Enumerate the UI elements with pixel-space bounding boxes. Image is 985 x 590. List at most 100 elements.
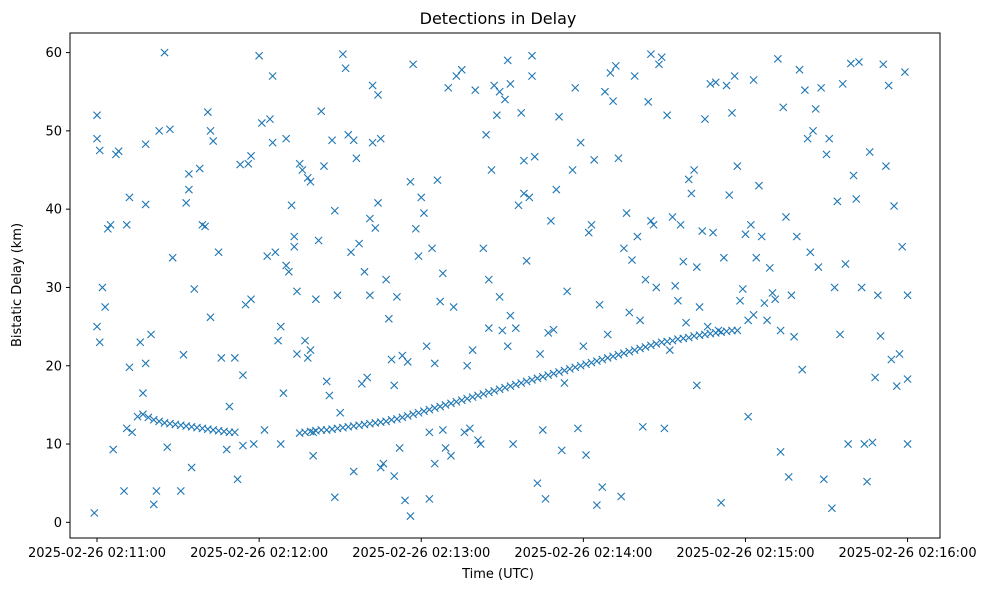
- clutter-point-200: [568, 166, 577, 175]
- clutter-point-30: [163, 443, 172, 452]
- clutter-point-93: [319, 162, 328, 171]
- clutter-point-222: [627, 256, 636, 265]
- clutter-point-312: [857, 283, 866, 292]
- clutter-point-54: [238, 371, 247, 380]
- clutter-point-175: [506, 311, 515, 320]
- clutter-point-148: [438, 425, 447, 434]
- clutter-point-211: [598, 483, 607, 492]
- clutter-point-249: [695, 303, 704, 312]
- clutter-point-48: [217, 353, 226, 362]
- clutter-point-311: [854, 57, 863, 66]
- clutter-point-176: [506, 79, 515, 88]
- clutter-point-171: [498, 326, 507, 335]
- clutter-point-274: [757, 232, 766, 241]
- clutter-point-286: [787, 291, 796, 300]
- clutter-point-110: [360, 267, 369, 276]
- x-tick-label-5: 2025-02-26 02:16:00: [839, 546, 977, 561]
- clutter-point-8: [103, 224, 112, 233]
- track-point-73: [592, 357, 601, 366]
- clutter-point-79: [292, 350, 301, 358]
- clutter-point-240: [673, 296, 682, 305]
- clutter-point-131: [403, 357, 412, 366]
- clutter-point-161: [476, 440, 485, 449]
- track-point-3: [155, 417, 164, 426]
- clutter-point-253: [706, 79, 715, 88]
- clutter-point-149: [441, 443, 450, 452]
- clutter-point-2: [93, 134, 102, 143]
- track-point-56: [501, 383, 509, 392]
- track-point-84: [652, 339, 661, 348]
- track-point-47: [452, 397, 461, 406]
- clutter-point-18: [128, 428, 137, 437]
- track-point-49: [463, 394, 472, 403]
- clutter-point-188: [533, 479, 542, 488]
- clutter-point-74: [282, 261, 291, 270]
- clutter-point-141: [425, 494, 434, 503]
- clutter-point-295: [811, 104, 820, 113]
- clutter-point-238: [668, 213, 677, 221]
- clutter-point-139: [422, 342, 431, 351]
- clutter-point-184: [525, 193, 534, 202]
- clutter-point-46: [209, 137, 218, 146]
- x-tick-label-0: 2025-02-26 02:11:00: [28, 546, 166, 561]
- clutter-point-331: [903, 291, 912, 300]
- clutter-point-324: [890, 202, 899, 211]
- clutter-point-84: [303, 353, 312, 362]
- clutter-point-228: [644, 97, 653, 106]
- clutter-point-180: [517, 108, 526, 117]
- clutter-point-262: [730, 72, 739, 81]
- clutter-point-284: [782, 213, 790, 221]
- clutter-point-245: [687, 189, 696, 198]
- clutter-point-29: [160, 48, 169, 57]
- clutter-point-263: [733, 162, 742, 171]
- track-point-2: [149, 415, 158, 424]
- clutter-point-198: [560, 378, 569, 387]
- track-point-61: [528, 375, 537, 384]
- clutter-point-137: [417, 193, 426, 202]
- track-point-54: [490, 386, 499, 395]
- clutter-point-20: [136, 338, 145, 347]
- clutter-point-138: [419, 209, 428, 218]
- clutter-point-218: [617, 492, 626, 501]
- clutter-point-35: [182, 198, 191, 207]
- track-point-67: [560, 366, 569, 375]
- clutter-point-142: [428, 244, 437, 253]
- clutter-point-224: [633, 232, 642, 241]
- clutter-point-57: [244, 159, 253, 168]
- clutter-point-95: [325, 391, 334, 400]
- clutter-point-101: [338, 50, 347, 59]
- clutter-point-133: [406, 512, 415, 521]
- clutter-point-257: [717, 498, 726, 507]
- x-tick-label-4: 2025-02-26 02:15:00: [676, 546, 814, 561]
- clutter-point-16: [125, 363, 134, 372]
- track-point-0: [138, 410, 147, 419]
- track-point-17: [230, 428, 239, 437]
- clutter-point-37: [184, 169, 193, 178]
- clutter-point-189: [536, 350, 545, 358]
- clutter-point-100: [336, 408, 345, 417]
- clutter-point-219: [619, 244, 628, 253]
- track-point-53: [484, 388, 493, 397]
- clutter-point-237: [665, 346, 674, 355]
- track-point-87: [668, 336, 677, 345]
- track-point-50: [468, 393, 477, 402]
- track-point-45: [441, 400, 450, 409]
- clutter-point-227: [641, 275, 650, 284]
- clutter-point-173: [503, 56, 512, 65]
- clutter-point-34: [179, 350, 188, 359]
- clutter-point-42: [201, 222, 210, 231]
- clutter-point-107: [352, 154, 361, 163]
- clutter-point-151: [446, 451, 455, 460]
- track-point-40: [414, 408, 423, 417]
- clutter-point-282: [776, 447, 785, 456]
- clutter-point-81: [295, 159, 304, 168]
- clutter-point-241: [676, 220, 685, 229]
- clutter-point-306: [841, 259, 850, 268]
- clutter-point-217: [614, 154, 623, 163]
- clutter-point-144: [430, 459, 439, 468]
- clutter-point-288: [792, 232, 801, 241]
- clutter-point-80: [292, 287, 301, 296]
- clutter-point-181: [519, 189, 528, 198]
- clutter-point-126: [390, 472, 399, 481]
- track-point-39: [409, 410, 418, 419]
